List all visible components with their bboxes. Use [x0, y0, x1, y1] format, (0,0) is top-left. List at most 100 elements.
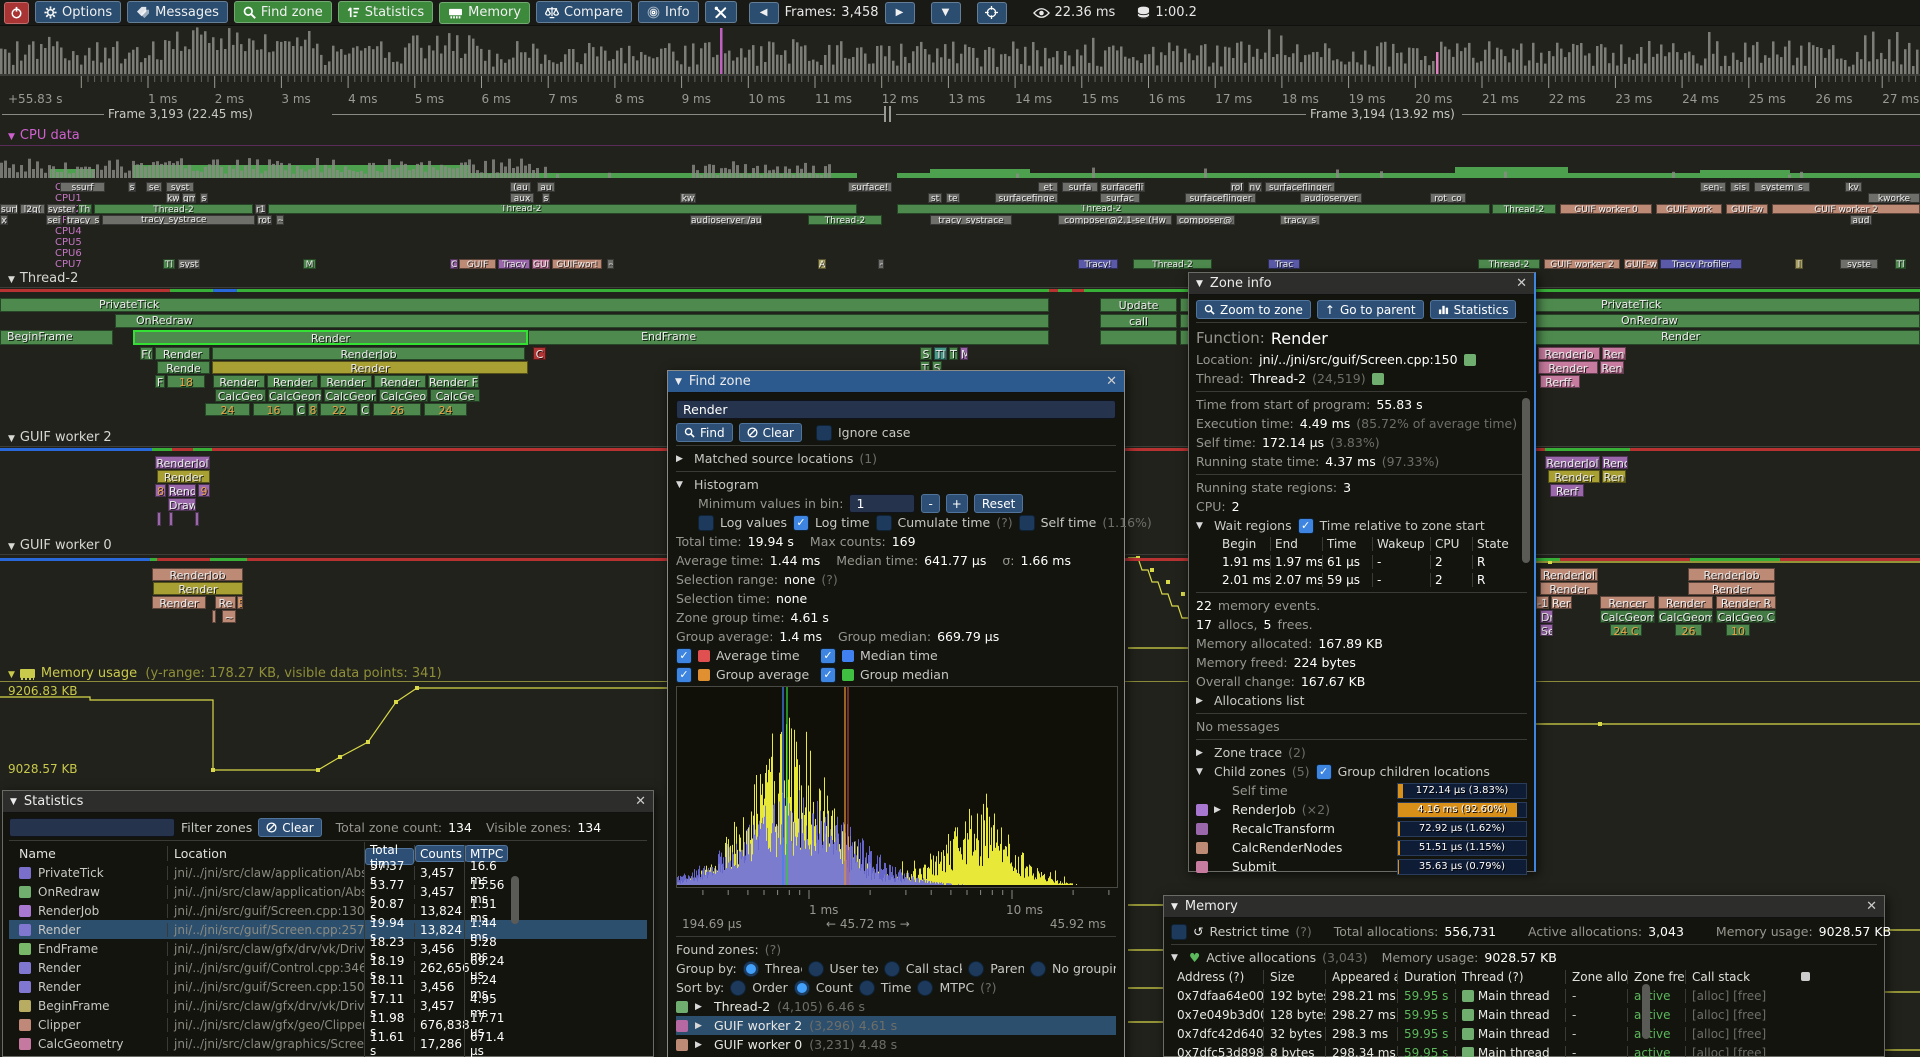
- allocation-row[interactable]: 0x7dfc42d64032 bytes298.3 ms59.95 s Main…: [1171, 1024, 1877, 1043]
- statistics-titlebar[interactable]: ▼Statistics✕: [3, 791, 653, 813]
- active-allocations-section[interactable]: ▼♥Active allocations(3,043) Memory usage…: [1171, 948, 1877, 967]
- group-by-no-grouping[interactable]: [1030, 961, 1046, 977]
- statistics-row[interactable]: BeginFramejni/../jni/src/claw/gfx/drv/vk…: [9, 996, 647, 1015]
- matched-source-locations[interactable]: ▶Matched source locations(1): [676, 449, 1116, 468]
- child-zone-row[interactable]: CalcRenderNodes51.51 µs (1.15%): [1196, 838, 1527, 857]
- filter-input[interactable]: [9, 818, 175, 837]
- timeline-zone[interactable]: Render R: [1716, 596, 1776, 609]
- timeline-zone[interactable]: 9: [198, 484, 210, 497]
- timeline-zone[interactable]: 26: [373, 403, 421, 416]
- timeline-zone[interactable]: EndFrame: [528, 330, 1049, 345]
- timeline-zone[interactable]: Render: [1688, 582, 1775, 595]
- timeline-zone[interactable]: C: [296, 403, 306, 416]
- sort-by-mtpc[interactable]: [917, 980, 933, 996]
- group-by-user-text[interactable]: [808, 961, 824, 977]
- zone-trace-section[interactable]: ▶Zone trace(2): [1196, 743, 1527, 762]
- zone-info-titlebar[interactable]: ▼Zone info✕: [1189, 273, 1534, 295]
- timeline-zone[interactable]: Render: [155, 347, 210, 360]
- timeline-zone[interactable]: Render: [212, 361, 528, 374]
- child-zone-row[interactable]: Self time172.14 µs (3.83%): [1196, 781, 1527, 800]
- sort-by-time[interactable]: [859, 980, 875, 996]
- group-by-thread[interactable]: [743, 961, 759, 977]
- statistics-row[interactable]: OnRedrawjni/../jni/src/claw/application/…: [9, 882, 647, 901]
- timeline-zone[interactable]: CalcGeome: [268, 389, 322, 402]
- free-callstack-link[interactable]: [free]: [1733, 1046, 1766, 1057]
- timeline-zone[interactable]: ~: [222, 610, 236, 623]
- timeline-zone[interactable]: CalcGeo: [215, 389, 266, 402]
- go-to-parent-button[interactable]: ↑Go to parent: [1317, 300, 1424, 319]
- timeline-zone[interactable]: 5: [237, 596, 243, 609]
- timeline-zone[interactable]: S: [920, 347, 932, 360]
- restrict-time-checkbox[interactable]: [1171, 924, 1187, 940]
- timeline-zone[interactable]: RenderJol: [155, 456, 210, 469]
- alloc-callstack-link[interactable]: [alloc]: [1692, 1027, 1729, 1041]
- timeline-zone[interactable]: RenderJo: [1538, 347, 1600, 360]
- self-time-checkbox[interactable]: [1019, 515, 1035, 531]
- time-relative-checkbox[interactable]: ✓: [1298, 518, 1314, 534]
- timeline-zone[interactable]: call: [1100, 314, 1177, 328]
- filter-clear-button[interactable]: Clear: [258, 818, 321, 837]
- timeline-zone[interactable]: RenderJol: [1545, 456, 1600, 469]
- timeline-zone[interactable]: [212, 610, 216, 623]
- find-zone-search-input[interactable]: Render: [676, 400, 1116, 419]
- thread-swatch[interactable]: [1372, 373, 1384, 385]
- allocation-row[interactable]: 0x7dfaa64e00192 bytes298.21 ms59.95 s Ma…: [1171, 986, 1877, 1005]
- timeline-zone[interactable]: [1100, 330, 1177, 345]
- timeline-zone[interactable]: CalcGeo: [379, 389, 428, 402]
- wait-region-row[interactable]: 2.01 ms2.07 ms59 µs-2R: [1218, 571, 1527, 589]
- statistics-table-header[interactable]: Name Location Total tim Counts MTPC: [9, 844, 647, 863]
- timeline-zone[interactable]: Render: [1540, 582, 1598, 595]
- timeline-zone[interactable]: Rerf: [1550, 484, 1584, 497]
- statistics-row[interactable]: PrivateTickjni/../jni/src/claw/applicati…: [9, 863, 647, 882]
- timeline-zone[interactable]: Ren: [1600, 361, 1624, 374]
- timeline-zone[interactable]: 16: [253, 403, 294, 416]
- timeline-zone[interactable]: Rerff.: [1540, 375, 1580, 388]
- timeline-zone[interactable]: T: [949, 347, 958, 360]
- statistics-row[interactable]: Renderjni/../jni/src/guif/Screen.cpp:150…: [9, 977, 647, 996]
- timeline-zone[interactable]: [169, 512, 173, 526]
- timeline-zone[interactable]: RenderJob: [1688, 568, 1775, 581]
- child-zone-row[interactable]: Submit35.63 µs (0.79%): [1196, 857, 1527, 876]
- histogram-plot[interactable]: [676, 686, 1118, 888]
- timeline-zone[interactable]: Render F: [428, 375, 479, 388]
- timeline-zone[interactable]: 24 C: [1610, 624, 1642, 636]
- sort-counts-button[interactable]: Counts: [415, 845, 467, 862]
- log-time-checkbox[interactable]: ✓: [793, 515, 809, 531]
- child-zones-section[interactable]: ▼Child zones(5)✓Group children locations: [1196, 762, 1527, 781]
- timeline-zone[interactable]: Rencer: [1600, 596, 1655, 609]
- timeline-zone[interactable]: Render: [1658, 596, 1713, 609]
- found-zone-group[interactable]: ▶Thread-2(4,105) 6.46 s: [676, 997, 1116, 1016]
- timeline-zone[interactable]: Update: [1100, 298, 1177, 312]
- timeline-zone[interactable]: Render: [320, 375, 372, 388]
- timeline-zone[interactable]: C: [533, 347, 546, 360]
- alloc-callstack-link[interactable]: [alloc]: [1692, 989, 1729, 1003]
- timeline-zone[interactable]: Render: [267, 375, 318, 388]
- timeline-zone[interactable]: [157, 512, 161, 526]
- timeline-zone[interactable]: CalcGeomet: [1658, 610, 1713, 623]
- timeline-zone[interactable]: 26: [1675, 624, 1702, 636]
- reset-button[interactable]: Reset: [974, 494, 1024, 513]
- wait-region-row[interactable]: 1.91 ms1.97 ms61 µs-2R: [1218, 553, 1527, 571]
- found-zone-group[interactable]: ▶GUIF worker 2(3,296) 4.61 s: [676, 1016, 1116, 1035]
- minus-button[interactable]: -: [921, 494, 939, 513]
- timeline-zone[interactable]: 10: [1726, 624, 1750, 636]
- timeline-zone[interactable]: 22: [320, 403, 358, 416]
- timeline-zone[interactable]: 18: [167, 375, 205, 388]
- free-callstack-link[interactable]: [free]: [1733, 1008, 1766, 1022]
- timeline-zone[interactable]: Render: [152, 596, 206, 609]
- statistics-row[interactable]: RenderJobjni/../jni/src/guif/Screen.cpp:…: [9, 901, 647, 920]
- timeline-zone[interactable]: CalcGe: [430, 389, 480, 402]
- sort-by-count[interactable]: [794, 980, 810, 996]
- timeline-zone[interactable]: CalcGeome: [1600, 610, 1655, 623]
- allocations-list-section[interactable]: ▶Allocations list: [1196, 691, 1527, 710]
- clear-button[interactable]: Clear: [739, 423, 802, 442]
- statistics-button[interactable]: Statistics: [1430, 300, 1517, 319]
- timeline-zone[interactable]: Rend: [1602, 456, 1628, 469]
- median-time-checkbox[interactable]: ✓: [820, 648, 836, 664]
- timeline-zone[interactable]: Render: [1548, 470, 1600, 483]
- timeline-zone[interactable]: Render: [1538, 361, 1598, 374]
- timeline-zone[interactable]: Re: [215, 596, 236, 609]
- timeline-zone[interactable]: Rend: [168, 484, 196, 497]
- find-zone-titlebar[interactable]: ▼Find zone✕: [668, 371, 1124, 393]
- alloc-callstack-link[interactable]: [alloc]: [1692, 1008, 1729, 1022]
